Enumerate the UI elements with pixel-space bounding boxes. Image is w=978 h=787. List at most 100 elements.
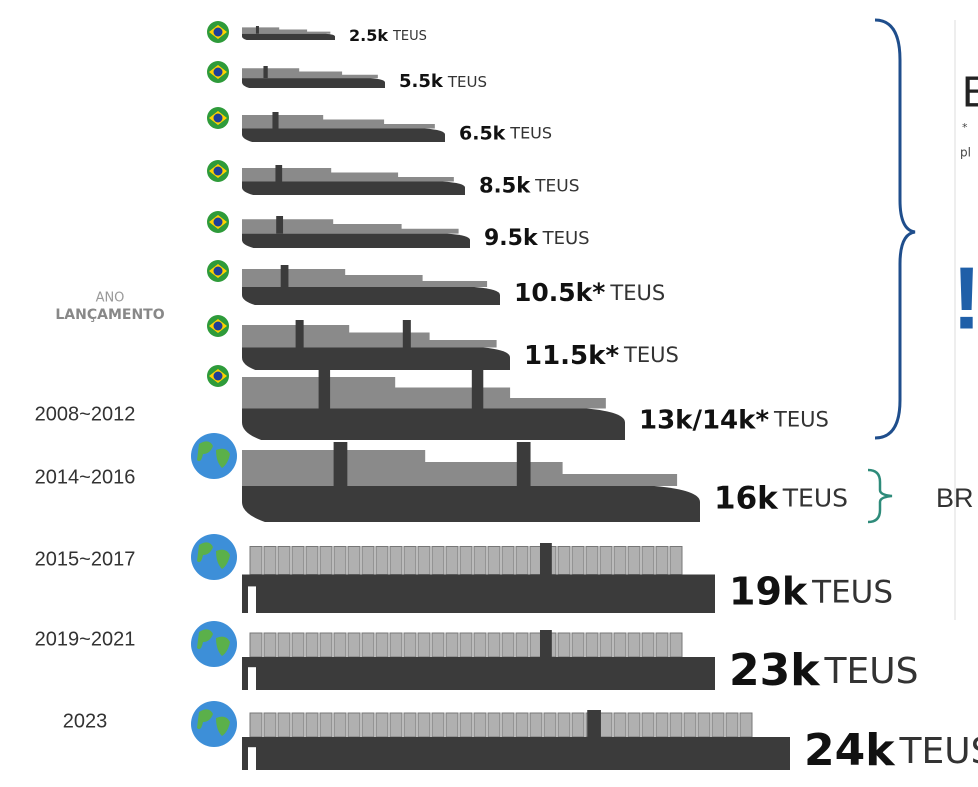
flag-globe xyxy=(214,28,223,37)
container xyxy=(488,713,500,737)
ship-deck xyxy=(242,325,497,348)
launch-year: 2008~2012 xyxy=(35,403,136,425)
flag-globe xyxy=(214,218,223,227)
heading-fragment: E xyxy=(962,68,978,117)
container xyxy=(460,713,472,737)
bow-notch xyxy=(248,747,256,770)
launch-year: 2023 xyxy=(63,710,108,732)
capacity-value: 13k/14k* xyxy=(639,405,769,435)
container xyxy=(474,547,486,575)
container xyxy=(264,547,276,575)
container xyxy=(390,713,402,737)
capacity-unit: TEUS xyxy=(824,651,919,692)
capacity-unit: TEUS xyxy=(509,123,552,142)
capacity-unit: TEUS xyxy=(623,343,679,367)
container xyxy=(572,633,584,657)
launch-year: 2015~2017 xyxy=(35,548,136,570)
container xyxy=(446,713,458,737)
ship-row: 23kTEUS2019~2021 xyxy=(35,621,919,696)
container xyxy=(264,713,276,737)
container xyxy=(572,713,584,737)
container xyxy=(558,713,570,737)
container xyxy=(656,713,668,737)
flag-globe xyxy=(214,322,223,331)
container xyxy=(460,633,472,657)
capacity-unit: TEUS xyxy=(392,29,427,44)
container xyxy=(642,633,654,657)
capacity-unit: TEUS xyxy=(899,731,978,772)
capacity-value: 11.5k* xyxy=(524,341,619,371)
exclamation: ! xyxy=(952,248,978,347)
ship-deck xyxy=(242,115,435,129)
container xyxy=(712,713,724,737)
capacity-label: 11.5k*TEUS xyxy=(524,341,679,371)
ship-funnel xyxy=(256,26,259,34)
bow-notch xyxy=(248,667,256,690)
container xyxy=(544,713,556,737)
container xyxy=(488,633,500,657)
ship-hull xyxy=(242,575,715,614)
capacity-label: 24kTEUS xyxy=(804,725,978,776)
ship-funnel xyxy=(517,442,531,486)
container xyxy=(376,633,388,657)
ship-deck xyxy=(242,269,487,287)
container xyxy=(698,713,710,737)
container xyxy=(264,633,276,657)
container xyxy=(320,547,332,575)
ship-funnel xyxy=(403,320,411,348)
container xyxy=(670,547,682,575)
container xyxy=(390,633,402,657)
container xyxy=(558,633,570,657)
container xyxy=(558,547,570,575)
container xyxy=(320,633,332,657)
brace xyxy=(875,20,915,438)
container xyxy=(348,633,360,657)
launch-year: 2014~2016 xyxy=(35,466,136,488)
container xyxy=(488,547,500,575)
flag-globe xyxy=(214,372,223,381)
container xyxy=(348,713,360,737)
capacity-value: 6.5k xyxy=(459,122,506,144)
ship-row: 11.5k*TEUS xyxy=(207,315,679,371)
capacity-unit: TEUS xyxy=(811,574,893,610)
capacity-value: 8.5k xyxy=(479,174,531,198)
container xyxy=(474,713,486,737)
container xyxy=(292,713,304,737)
capacity-unit: TEUS xyxy=(782,484,848,513)
ship-funnel xyxy=(272,112,278,129)
container xyxy=(586,633,598,657)
container xyxy=(670,713,682,737)
container xyxy=(404,547,416,575)
capacity-unit: TEUS xyxy=(447,72,487,90)
brace-small xyxy=(868,470,892,522)
container xyxy=(404,633,416,657)
container xyxy=(250,547,262,575)
ship-hull xyxy=(242,348,510,371)
infographic: ANO LANÇAMENTO E * pl ! BR 2.5kTEUS5.5kT… xyxy=(0,0,978,787)
ship-deck xyxy=(242,168,454,182)
note-fragment: * xyxy=(962,121,968,134)
side-label-bottom: LANÇAMENTO xyxy=(55,307,164,323)
capacity-value: 5.5k xyxy=(399,71,444,92)
container xyxy=(390,547,402,575)
ship-hull xyxy=(242,287,500,305)
container xyxy=(334,633,346,657)
capacity-value: 19k xyxy=(729,569,808,613)
ship-hull xyxy=(242,234,470,248)
ship-funnel xyxy=(472,370,483,409)
container xyxy=(278,713,290,737)
container xyxy=(684,713,696,737)
ship-deck xyxy=(242,219,459,233)
container xyxy=(334,547,346,575)
container xyxy=(474,633,486,657)
capacity-value: 9.5k xyxy=(484,226,539,251)
container xyxy=(250,633,262,657)
